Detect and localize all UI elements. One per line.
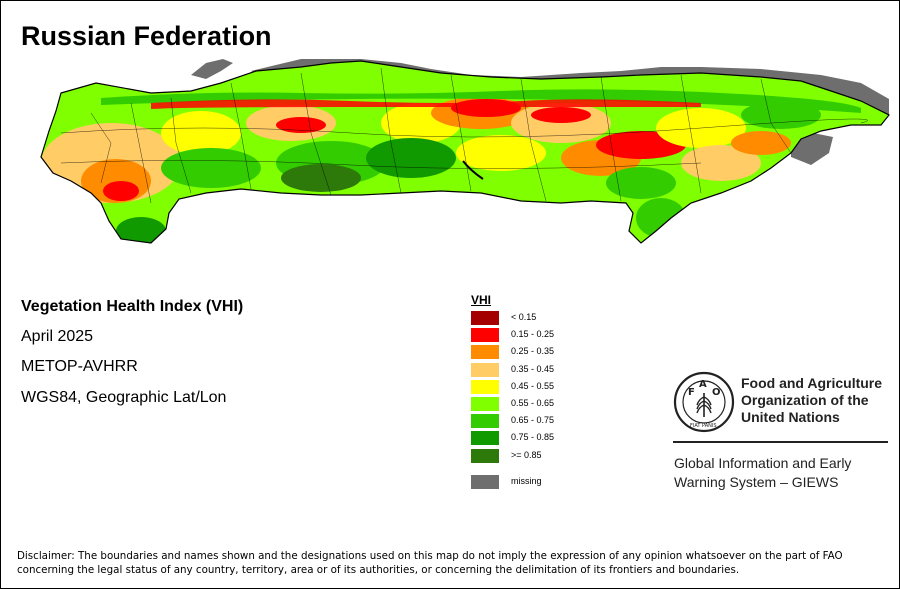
organization-name: Food and Agriculture Organization of the…	[741, 375, 883, 425]
svg-text:A: A	[699, 379, 707, 390]
legend-swatch	[471, 379, 499, 394]
legend-label: 0.55 - 0.65	[511, 398, 555, 408]
svg-text:O: O	[712, 387, 721, 398]
map-projection: WGS84, Geographic Lat/Lon	[21, 389, 227, 406]
legend-label-missing: missing	[511, 476, 542, 486]
map-sensor: METOP-AVHRR	[21, 358, 138, 375]
program-name: Global Information and Early Warning Sys…	[674, 455, 852, 490]
legend-label: 0.25 - 0.35	[511, 346, 555, 357]
legend-swatch	[471, 448, 499, 463]
fao-logo-icon: F A O FIAT PANIS	[673, 371, 735, 433]
index-name: Vegetation Health Index (VHI)	[21, 298, 244, 315]
admin-boundaries	[60, 67, 868, 204]
legend-label: 0.65 - 0.75	[511, 415, 555, 426]
map-title: Russian Federation	[21, 21, 272, 51]
divider	[673, 441, 888, 443]
legend-swatch	[471, 311, 499, 325]
svg-text:F: F	[688, 387, 695, 398]
lake-baikal	[462, 160, 484, 180]
disclaimer: Disclaimer: The boundaries and names sho…	[17, 550, 843, 576]
legend-swatch	[471, 362, 499, 377]
map-period: April 2025	[21, 328, 94, 345]
legend-title: VHI	[471, 293, 492, 307]
legend-swatch	[471, 431, 499, 446]
legend-label: 0.45 - 0.55	[511, 380, 555, 391]
kamchatka	[791, 133, 833, 165]
legend-label: 0.75 - 0.85	[511, 432, 555, 443]
vhi-map	[40, 59, 890, 244]
legend-swatch	[471, 414, 499, 429]
legend-swatch	[471, 397, 499, 411]
legend-label: < 0.15	[511, 312, 537, 322]
legend-label: 0.35 - 0.45	[511, 363, 555, 374]
legend-swatch	[471, 328, 499, 343]
legend-swatch-missing	[471, 475, 499, 489]
novaya-zemlya	[191, 59, 233, 79]
legend-swatch	[471, 345, 499, 360]
legend-label: 0.15 - 0.25	[511, 329, 555, 340]
svg-text:FIAT PANIS: FIAT PANIS	[690, 423, 717, 429]
legend-label: >= 0.85	[511, 449, 542, 460]
